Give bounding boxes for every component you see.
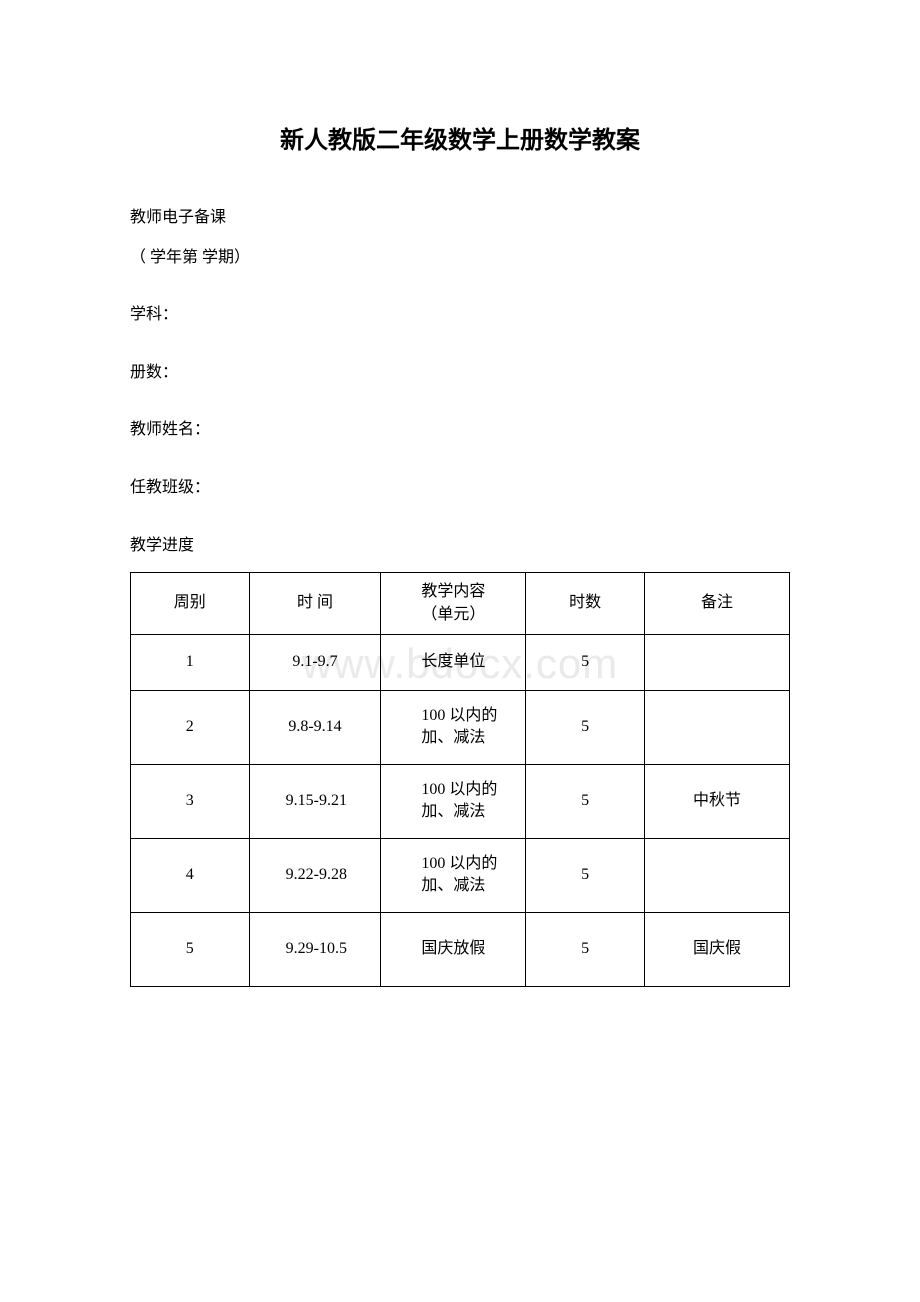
cell-time: 9.29-10.5 xyxy=(249,912,381,986)
cell-note: 国庆假 xyxy=(644,912,789,986)
col-header-hours: 时数 xyxy=(526,573,645,635)
cell-hours: 5 xyxy=(526,838,645,912)
subject-label: 学科： xyxy=(130,302,790,328)
cell-week: 2 xyxy=(131,690,250,764)
col-header-week: 周别 xyxy=(131,573,250,635)
cell-time: 9.1-9.7 xyxy=(249,634,381,690)
cell-week: 3 xyxy=(131,764,250,838)
cell-hours: 5 xyxy=(526,764,645,838)
col-header-note: 备注 xyxy=(644,573,789,635)
table-row: 5 9.29-10.5 国庆放假 5 国庆假 xyxy=(131,912,790,986)
table-row: 4 9.22-9.28 100 以内的加、减法 5 xyxy=(131,838,790,912)
cell-time: 9.15-9.21 xyxy=(249,764,381,838)
schedule-label: 教学进度 xyxy=(130,533,790,559)
class-label: 任教班级： xyxy=(130,475,790,501)
cell-week: 5 xyxy=(131,912,250,986)
cell-note: 中秋节 xyxy=(644,764,789,838)
cell-hours: 5 xyxy=(526,912,645,986)
schedule-table: 周别 时 间 教学内容（单元） 时数 备注 1 9.1-9.7 长度单位 5 2… xyxy=(130,572,790,987)
cell-note xyxy=(644,838,789,912)
table-row: 3 9.15-9.21 100 以内的加、减法 5 中秋节 xyxy=(131,764,790,838)
cell-note xyxy=(644,634,789,690)
cell-content: 100 以内的加、减法 xyxy=(381,764,526,838)
header-line-2: （ 学年第 学期） xyxy=(130,245,790,271)
volume-label: 册数： xyxy=(130,360,790,386)
table-header-row: 周别 时 间 教学内容（单元） 时数 备注 xyxy=(131,573,790,635)
table-row: 2 9.8-9.14 100 以内的加、减法 5 xyxy=(131,690,790,764)
cell-content: 100 以内的加、减法 xyxy=(381,690,526,764)
cell-time: 9.8-9.14 xyxy=(249,690,381,764)
col-header-content: 教学内容（单元） xyxy=(381,573,526,635)
teacher-label: 教师姓名： xyxy=(130,417,790,443)
header-line-1: 教师电子备课 xyxy=(130,205,790,231)
cell-content: 国庆放假 xyxy=(381,912,526,986)
document-title: 新人教版二年级数学上册数学教案 xyxy=(130,120,790,155)
cell-content: 100 以内的加、减法 xyxy=(381,838,526,912)
cell-time: 9.22-9.28 xyxy=(249,838,381,912)
cell-note xyxy=(644,690,789,764)
cell-hours: 5 xyxy=(526,690,645,764)
cell-content: 长度单位 xyxy=(381,634,526,690)
col-header-time: 时 间 xyxy=(249,573,381,635)
cell-week: 1 xyxy=(131,634,250,690)
table-row: 1 9.1-9.7 长度单位 5 xyxy=(131,634,790,690)
cell-hours: 5 xyxy=(526,634,645,690)
cell-week: 4 xyxy=(131,838,250,912)
